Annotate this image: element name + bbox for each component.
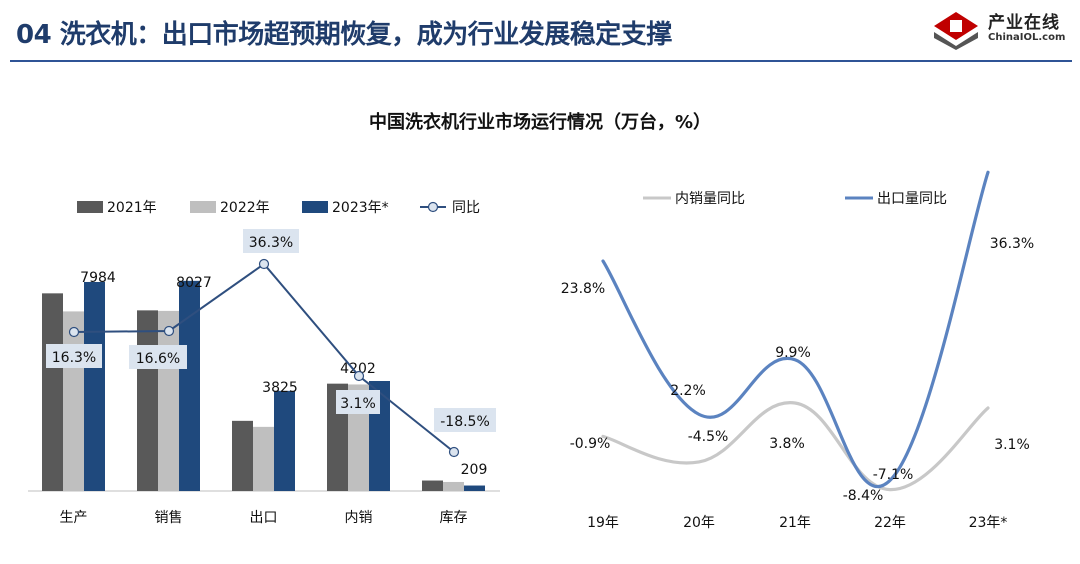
- legend-swatch-2023年*: [302, 201, 328, 213]
- bar-value-label-销售: 8027: [176, 275, 212, 291]
- x-tick-内销: 内销: [345, 510, 373, 526]
- ratio-label-销售: 16.6%: [136, 351, 180, 367]
- bar-出口-2023年*: [274, 390, 295, 491]
- ratio-label-box-内销: [336, 390, 380, 414]
- bar-生产-2022年: [63, 311, 84, 491]
- logo: 产业在线 ChinaIOL.com: [926, 6, 1076, 50]
- bar-value-label-出口: 3825: [262, 380, 298, 396]
- ratio-marker-内销: [353, 370, 365, 382]
- x-tick-生产: 生产: [60, 510, 88, 526]
- x-tick-出口: 出口: [250, 510, 278, 526]
- legend-label-2023年*: 2023年*: [332, 200, 389, 216]
- domestic-label-23年*: 3.1%: [994, 437, 1030, 453]
- domestic-label-22年: -8.4%: [843, 488, 884, 504]
- bar-库存-2023年*: [464, 485, 485, 491]
- ratio-label-内销: 3.1%: [340, 396, 376, 412]
- bar-生产-2021年: [42, 293, 63, 491]
- logo-mark-icon: [934, 12, 978, 50]
- ratio-marker-生产: [68, 326, 80, 338]
- x-tick-21年: 21年: [779, 515, 811, 531]
- domestic-label-21年: 3.8%: [769, 436, 805, 452]
- ratio-label-生产: 16.3%: [52, 350, 96, 366]
- export-label-22年: -7.1%: [873, 467, 914, 483]
- legend-label-内销量同比: 内销量同比: [675, 191, 745, 207]
- bar-value-label-生产: 7984: [80, 270, 116, 286]
- bar-出口-2022年: [253, 426, 274, 491]
- ratio-marker-出口: [258, 258, 270, 270]
- ratio-marker-销售: [163, 325, 175, 337]
- domestic-label-20年: -4.5%: [688, 429, 729, 445]
- ratio-label-box-销售: [129, 345, 187, 369]
- bar-出口-2021年: [232, 420, 253, 491]
- legend-swatch-2021年: [77, 201, 103, 213]
- ratio-label-box-库存: [434, 408, 496, 432]
- legend-ratio-marker: [427, 201, 439, 213]
- header-divider: [10, 60, 1072, 62]
- ratio-label-出口: 36.3%: [249, 235, 293, 251]
- bar-销售-2022年: [158, 310, 179, 491]
- legend-label-2022年: 2022年: [220, 200, 270, 216]
- legend-swatch-2022年: [190, 201, 216, 213]
- x-tick-20年: 20年: [683, 515, 715, 531]
- ratio-label-box-生产: [46, 344, 102, 368]
- x-tick-销售: 销售: [155, 510, 183, 526]
- bar-销售-2023年*: [179, 280, 200, 491]
- export-label-21年: 9.9%: [775, 345, 811, 361]
- legend-label-出口量同比: 出口量同比: [877, 191, 947, 207]
- ratio-marker-库存: [448, 446, 460, 458]
- ratio-label-box-出口: [243, 229, 299, 253]
- x-tick-23年*: 23年*: [969, 515, 1008, 531]
- export-label-19年: 23.8%: [561, 281, 605, 297]
- legend-label-2021年: 2021年: [107, 200, 157, 216]
- x-tick-22年: 22年: [874, 515, 906, 531]
- ratio-label-库存: -18.5%: [440, 414, 490, 430]
- logo-name: 产业在线: [988, 13, 1060, 33]
- x-tick-19年: 19年: [587, 515, 619, 531]
- chart-title: 中国洗衣机行业市场运行情况（万台，%）: [368, 112, 712, 133]
- bar-库存-2022年: [443, 481, 464, 491]
- export-label-23年*: 36.3%: [990, 236, 1034, 252]
- export-label-20年: 2.2%: [670, 383, 706, 399]
- line-series-内销量同比: [601, 401, 990, 492]
- legend-label-ratio: 同比: [452, 200, 480, 216]
- page-title: 04 洗衣机：出口市场超预期恢复，成为行业发展稳定支撑: [16, 20, 672, 50]
- bar-生产-2023年*: [84, 281, 105, 491]
- domestic-label-19年: -0.9%: [570, 436, 611, 452]
- x-tick-库存: 库存: [440, 510, 468, 526]
- bar-value-label-库存: 209: [461, 462, 488, 478]
- bar-销售-2021年: [137, 310, 158, 491]
- bar-库存-2021年: [422, 480, 443, 491]
- line-series-出口量同比: [601, 170, 990, 489]
- logo-site: ChinaIOL.com: [988, 32, 1066, 43]
